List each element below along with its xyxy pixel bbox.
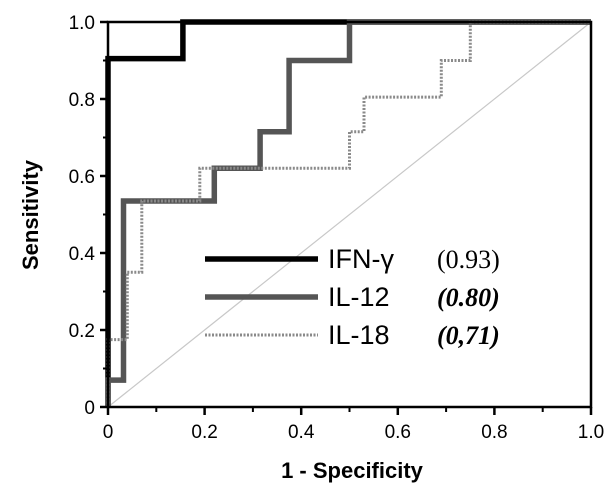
y-tick-label: 0: [84, 398, 95, 419]
y-tick-label: 0.8: [69, 90, 95, 111]
legend-label: IL-12: [328, 282, 390, 312]
y-tick-label: 0.2: [69, 321, 95, 342]
x-axis-title: 1 - Specificity: [281, 458, 424, 483]
legend-auc-value: (0.80): [437, 283, 500, 312]
y-tick-label: 1.0: [69, 13, 95, 34]
legend-auc-value: (0,71): [437, 321, 500, 350]
series-line-il-18: [106, 20, 591, 407]
x-tick-label: 1.0: [578, 422, 604, 443]
x-tick-label: 0.6: [385, 422, 411, 443]
y-axis-title: Sensitivity: [18, 159, 43, 270]
y-tick-label: 0.6: [69, 167, 95, 188]
x-tick-label: 0: [103, 422, 114, 443]
legend: IFN-γ (0.93) IL-12 (0.80) IL-18 (0,71): [205, 244, 500, 350]
y-tick-label: 0.4: [69, 244, 96, 265]
x-tick-label: 0.4: [288, 422, 315, 443]
legend-label: IFN-γ: [328, 244, 394, 274]
legend-label: IL-18: [328, 320, 390, 350]
plot-area: [107, 21, 592, 408]
x-tick-label: 0.8: [481, 422, 507, 443]
legend-auc-value: (0.93): [437, 245, 500, 274]
axes-layer: 0 0.2 0.4 0.6 0.8 1.0 0 0.2 0.4 0.6 0.8 1.0: [69, 13, 605, 443]
reference-diagonal: [107, 21, 592, 408]
series-line-il-12: [105, 19, 591, 407]
x-tick-label: 0.2: [191, 422, 217, 443]
